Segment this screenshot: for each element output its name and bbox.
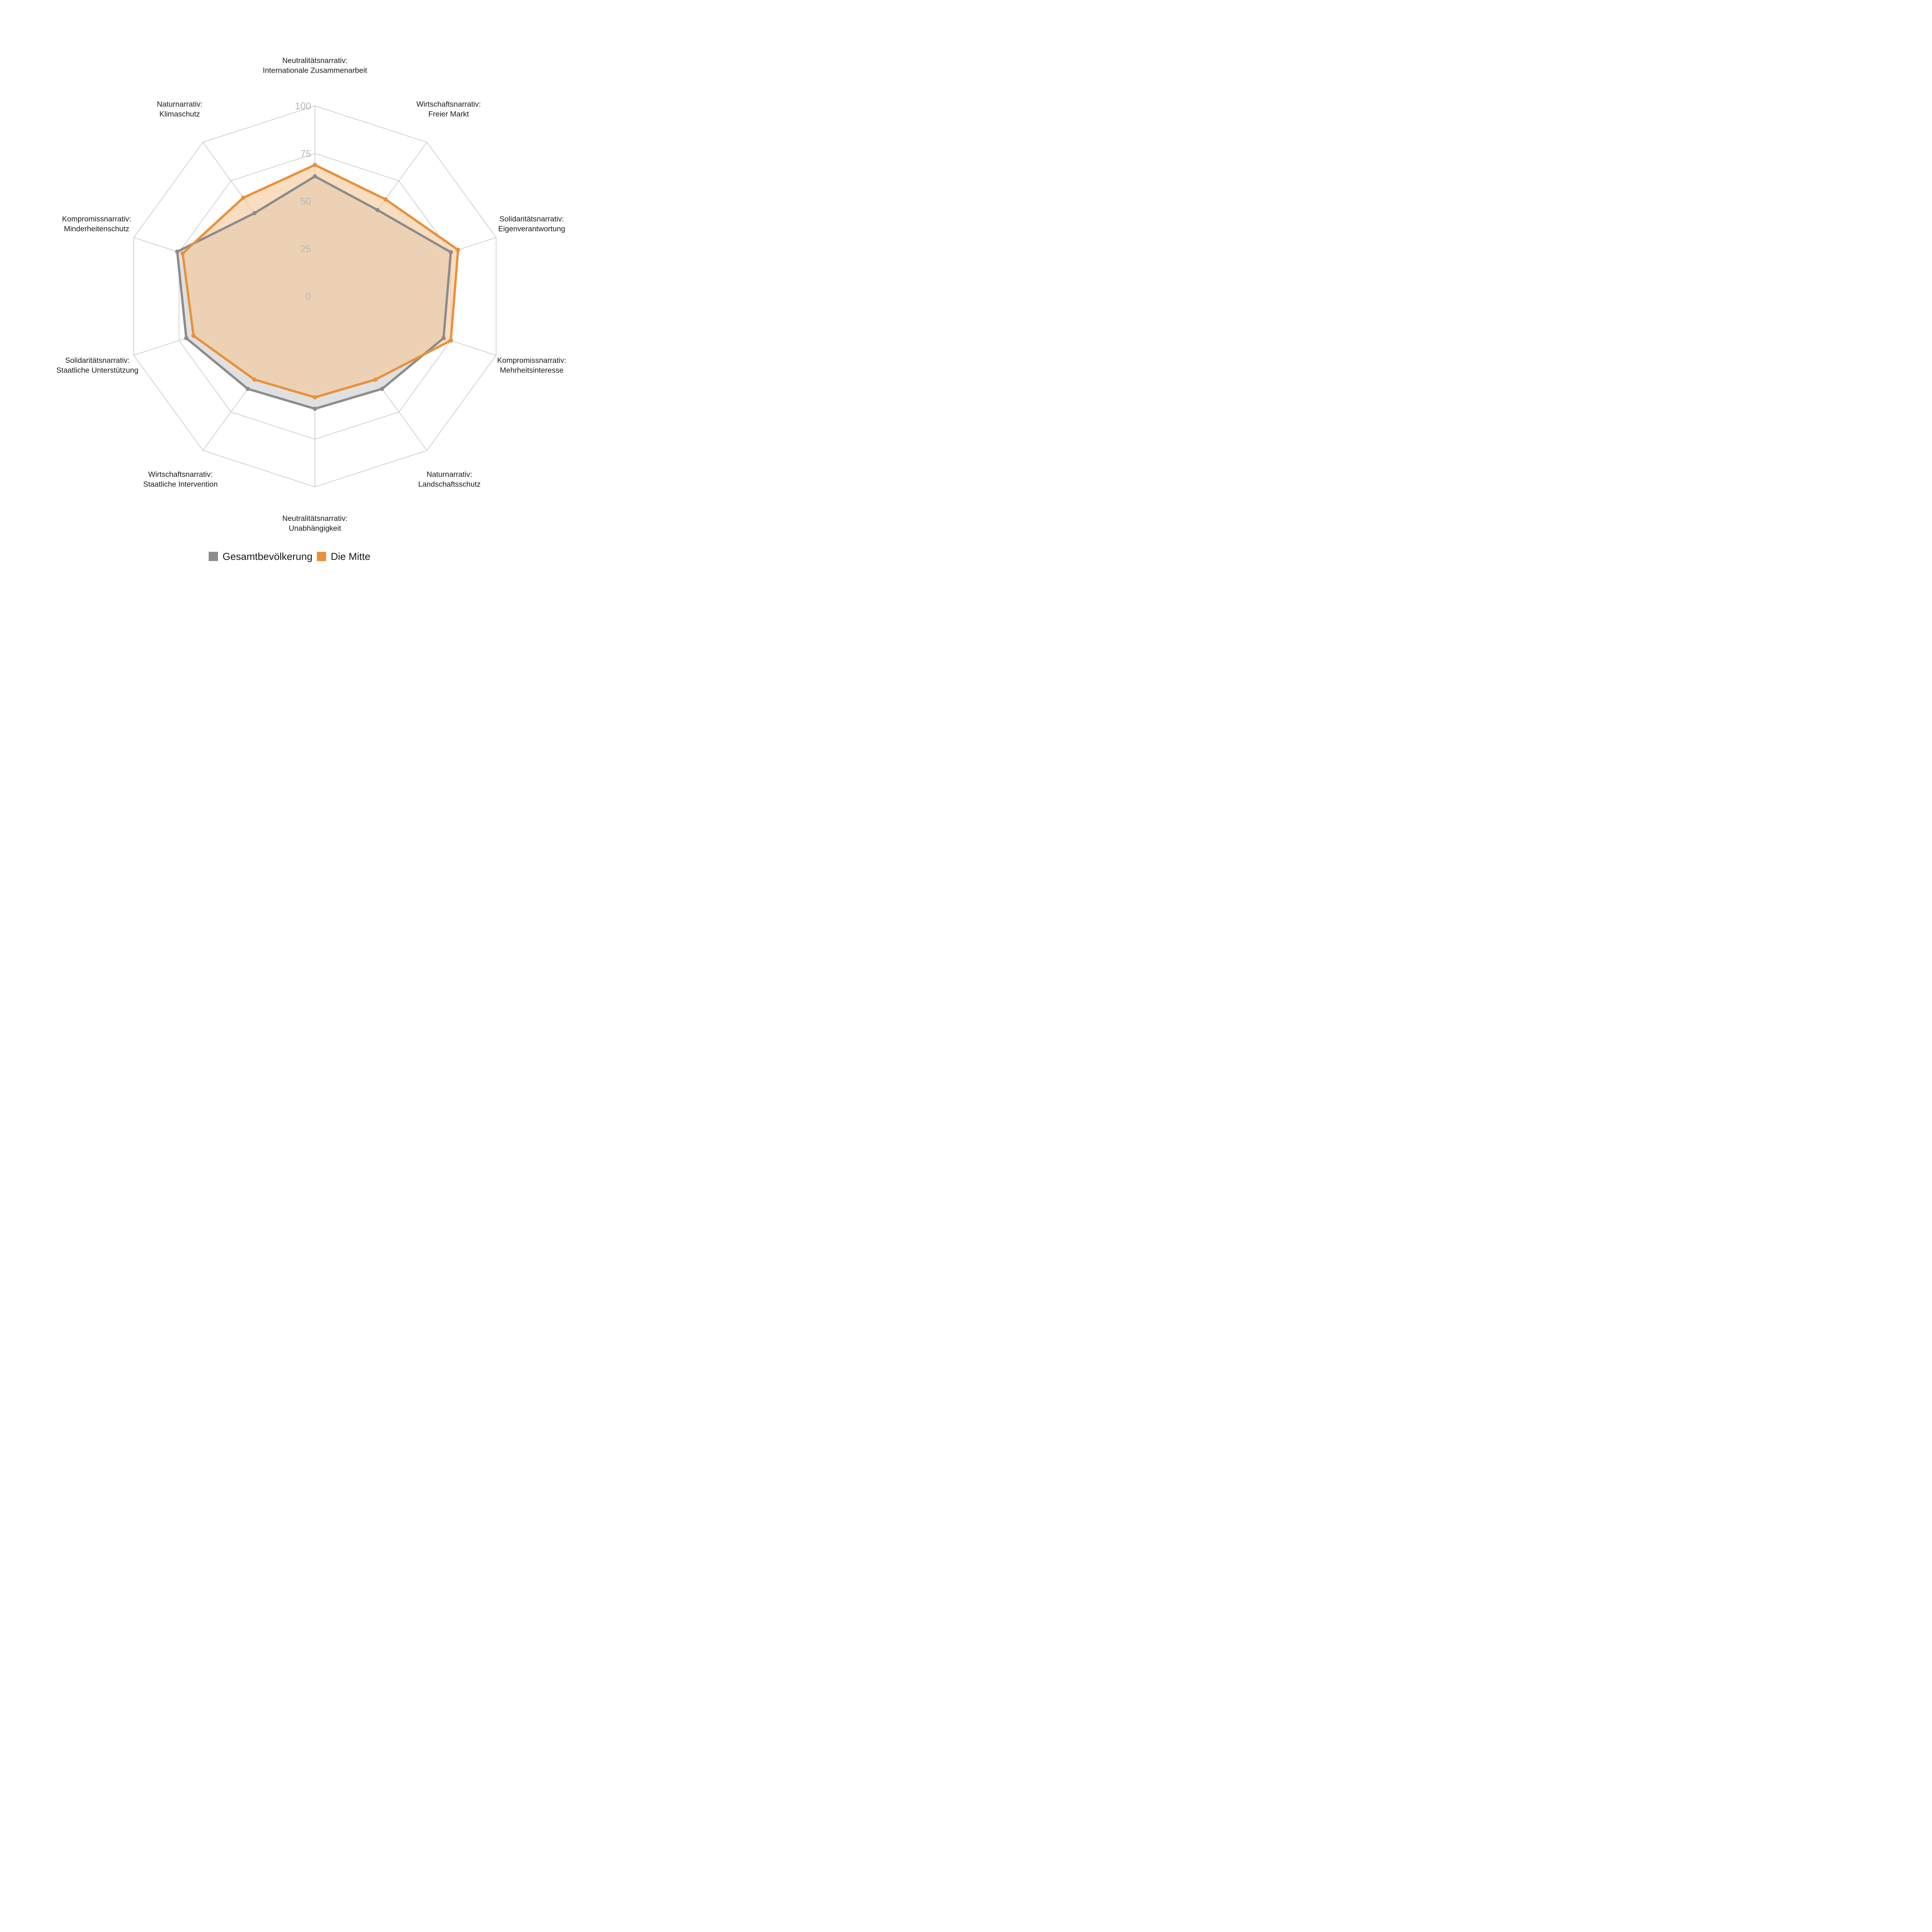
- axis-label-line: Neutralitätsnarrativ:: [282, 514, 347, 523]
- legend-swatch: [317, 552, 326, 561]
- legend: Gesamtbevölkerung Die Mitte: [209, 551, 371, 562]
- axis-label: Naturnarrativ: Klimaschutz: [157, 100, 202, 119]
- series-point: [313, 395, 317, 400]
- series-point: [313, 406, 317, 411]
- series-point: [380, 386, 384, 391]
- axis-label: Solidaritätsnarrativ: Staatliche Unterstü…: [56, 356, 138, 375]
- series-point: [180, 251, 185, 256]
- series-point: [373, 377, 378, 382]
- axis-label-line: Staatliche Intervention: [143, 480, 218, 489]
- axis-label-line: Landschaftsschutz: [418, 480, 481, 489]
- axis-label-line: Freier Markt: [428, 110, 469, 119]
- series-point: [449, 338, 453, 343]
- axis-label-line: Kompromissnarrativ:: [497, 356, 566, 365]
- legend-swatch: [209, 552, 218, 561]
- axis-label-line: Neutralitätsnarrativ:: [282, 56, 347, 65]
- series-point: [383, 197, 388, 202]
- axis-label-line: Klimaschutz: [159, 110, 200, 119]
- series-point: [252, 211, 257, 216]
- axis-label: Wirtschaftsnarrativ: Freier Markt: [417, 100, 481, 119]
- axis-label: Naturnarrativ: Landschaftsschutz: [418, 470, 481, 489]
- tick-label: 0: [306, 291, 311, 302]
- axis-label-line: Eigenverantwortung: [498, 225, 565, 233]
- axis-label: Wirtschaftsnarrativ: Staatliche Intervent…: [143, 470, 218, 489]
- axis-labels: Neutralitätsnarrativ: Internationale Zusa…: [56, 56, 566, 533]
- axis-label-line: Naturnarrativ:: [427, 470, 472, 479]
- series-point: [241, 196, 246, 200]
- axis-label-line: Mehrheitsinteresse: [500, 366, 564, 375]
- series-area: [182, 165, 458, 398]
- axis-label: Kompromissnarrativ: Minderheitenschutz: [62, 215, 131, 233]
- series-point: [175, 249, 180, 254]
- series-layer: [175, 163, 460, 411]
- series-point: [441, 336, 446, 340]
- tick-label: 75: [300, 148, 311, 159]
- axis-label-line: Wirtschaftsnarrativ:: [417, 100, 481, 109]
- axis-label-line: Unabhängigkeit: [289, 524, 341, 533]
- axis-label-line: Kompromissnarrativ:: [62, 215, 131, 223]
- series-point: [184, 336, 189, 340]
- axis-label-line: Minderheitenschutz: [64, 225, 129, 233]
- series-point: [252, 377, 257, 382]
- axis-label: Neutralitätsnarrativ: Internationale Zusa…: [263, 56, 367, 75]
- tick-label: 50: [300, 196, 311, 207]
- series-point: [449, 250, 453, 255]
- axis-label-line: Internationale Zusammenarbeit: [263, 66, 367, 75]
- axis-label-line: Solidaritätsnarrativ:: [65, 356, 130, 365]
- series-point: [313, 163, 317, 167]
- tick-label: 25: [300, 244, 311, 255]
- tick-labels: 0 25 50 75 100: [295, 101, 311, 302]
- legend-label: Die Mitte: [331, 551, 371, 562]
- series-point: [456, 248, 460, 252]
- axis-label-line: Naturnarrativ:: [157, 100, 202, 109]
- axis-label: Kompromissnarrativ: Mehrheitsinteresse: [497, 356, 566, 375]
- axis-label-line: Staatliche Unterstützung: [56, 366, 138, 375]
- axis-label: Solidaritätsnarrativ: Eigenverantwortung: [498, 215, 565, 233]
- series-point: [191, 333, 196, 338]
- axis-label-line: Wirtschaftsnarrativ:: [148, 470, 213, 479]
- axis-label: Neutralitätsnarrativ: Unabhängigkeit: [282, 514, 347, 533]
- axis-label-line: Solidaritätsnarrativ:: [500, 215, 564, 223]
- series-point: [313, 174, 317, 179]
- legend-label: Gesamtbevölkerung: [223, 551, 313, 562]
- series-point: [375, 208, 380, 213]
- series-point: [245, 386, 250, 391]
- tick-label: 100: [295, 101, 311, 112]
